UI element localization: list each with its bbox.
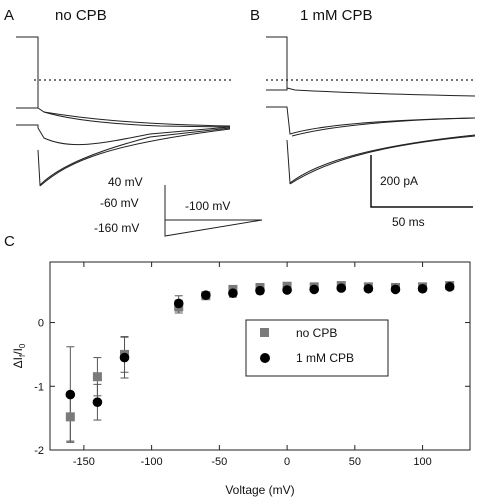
panel-a-letter: A [4,7,14,24]
panel-a-traces [16,36,231,187]
data-point-cpb [255,285,265,296]
panel-b-traces [266,36,476,185]
y-tick-label: 0 [38,318,44,330]
data-point-cpb [228,288,238,299]
data-point-cpb [65,389,76,400]
y-axis-ticks: -2 -1 0 [34,318,470,457]
y-axis-label-main: ΔI [11,357,25,368]
y-axis-label: ΔIf/I0 [11,343,27,368]
panel-b-title: 1 mM CPB [300,7,373,24]
scale-bar-current-label: 200 pA [380,174,418,188]
x-tick-label: -50 [211,456,227,468]
x-axis-label: Voltage (mV) [225,483,294,497]
y-tick-label: -2 [34,445,44,457]
panel-b-trace-60mv [286,87,476,97]
data-point-cpb [390,284,401,295]
panel-b-trace-100mv [266,106,476,135]
panel-a-trace-fit-b [39,128,231,187]
panel-b-trace-160mv [286,134,476,184]
data-point-cpb [119,352,130,363]
panel-a-trace-fit-a [43,111,231,127]
legend-marker-cpb [260,353,270,363]
protocol-label-minus60mv: -60 mV [100,196,139,210]
y-axis-label-sub2: 0 [18,343,27,348]
x-axis-ticks: -150 -100 -50 0 50 100 [73,262,432,468]
legend-label-no-cpb: no CPB [296,326,337,340]
voltage-protocol [164,185,263,237]
panel-a-title: no CPB [55,7,107,24]
y-axis-label-text: ΔIf/I0 [11,343,27,368]
scale-bar-time-label: 50 ms [392,215,425,229]
data-point-cpb [201,290,211,300]
legend-box [245,319,389,377]
legend-label-cpb: 1 mM CPB [296,351,354,365]
legend-marker-no-cpb [260,328,269,337]
data-point-no-cpb [65,412,75,422]
legend: no CPB 1 mM CPB [245,319,389,377]
panel-b-trace-40mv [266,36,288,91]
panel-a-trace-40mv [16,36,39,109]
x-tick-label: 50 [349,456,361,468]
y-axis-label-sub1: f [18,354,27,357]
panel-b-trace-fit-a [291,117,476,137]
panel-a-trace-160mv [37,127,231,187]
panel-b-trace-fit-b [289,135,476,185]
scale-bar [370,155,473,208]
x-tick-label: -100 [141,456,163,468]
data-point-cpb [417,283,428,294]
data-point-cpb [363,283,374,294]
data-point-no-cpb [92,372,102,382]
protocol-label-minus100mv: -100 mV [185,199,230,213]
x-tick-label: 0 [284,456,290,468]
panel-c-letter: C [4,233,15,250]
y-tick-label: -1 [34,381,44,393]
data-point-cpb [309,284,319,295]
protocol-label-40mv: 40 mV [108,175,143,189]
data-point-cpb [92,397,103,408]
data-point-cpb [173,298,184,309]
plot-frame [49,261,471,451]
data-point-cpb [336,283,347,293]
x-tick-label: 100 [413,456,431,468]
panel-a-trace-60mv [37,107,231,128]
protocol-label-minus160mv: -160 mV [94,221,139,235]
panel-b-letter: B [250,7,260,24]
y-axis-label-mid: /I [11,348,25,355]
data-point-cpb [444,282,455,292]
data-markers [65,281,455,422]
x-tick-label: -150 [73,456,95,468]
data-point-cpb [282,285,292,295]
panel-a-trace-100mv-upper [16,124,231,146]
